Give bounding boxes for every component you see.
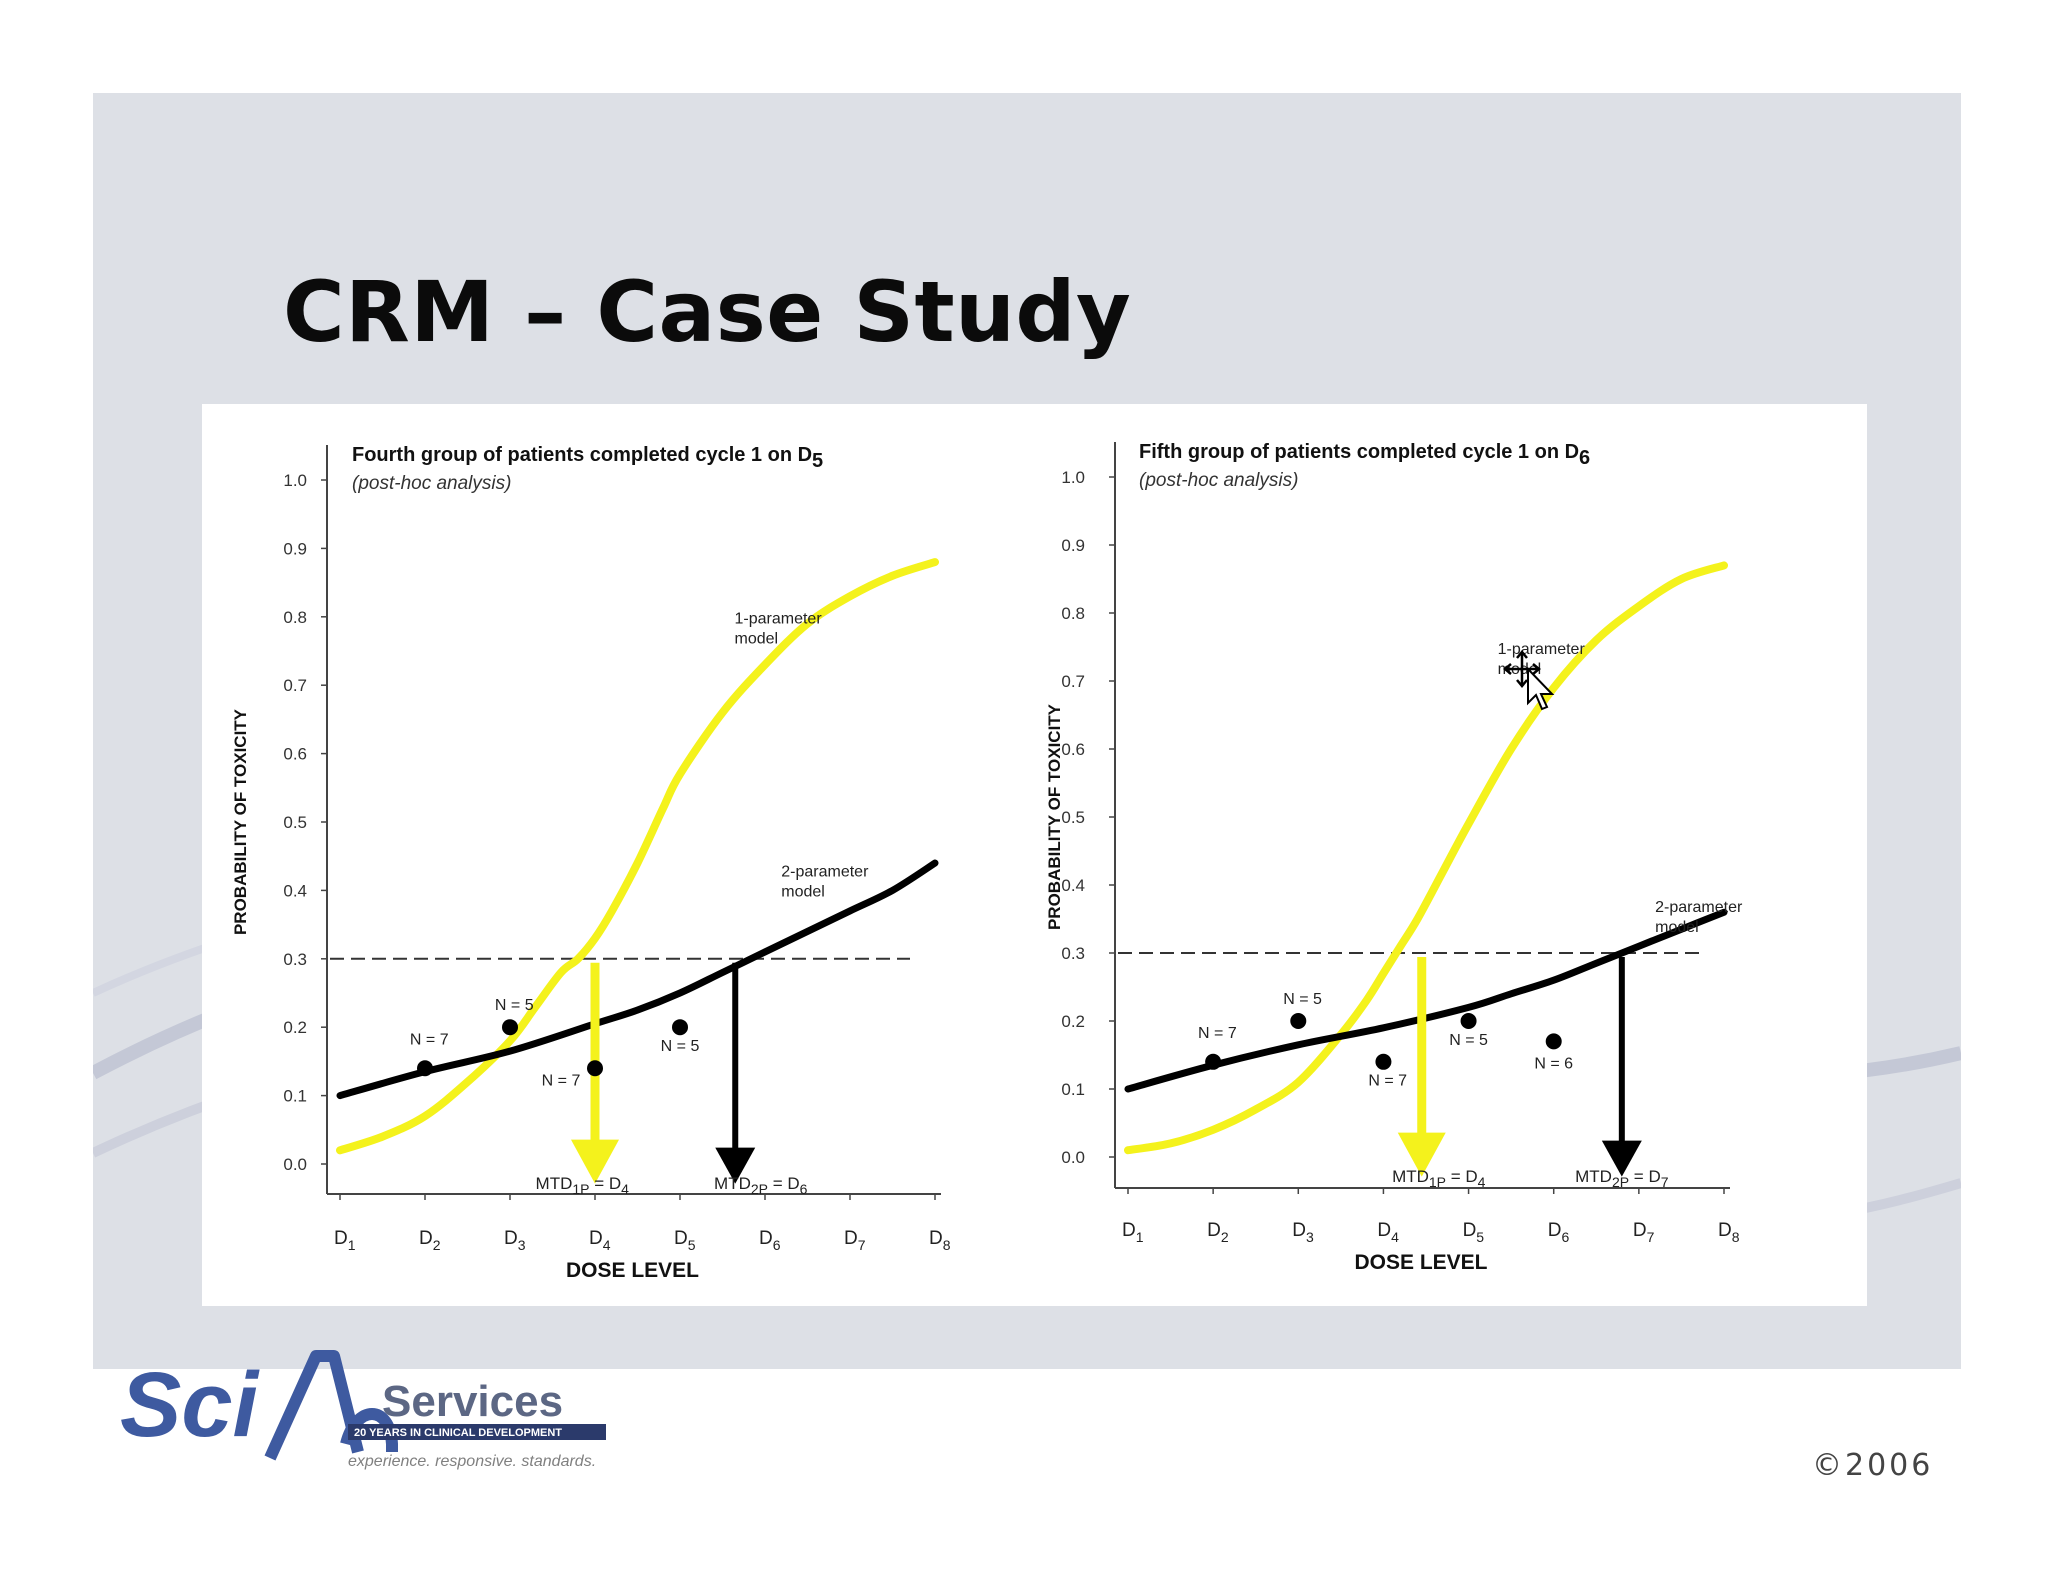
- x-tick-label: D8: [1718, 1220, 1740, 1245]
- series-label: 2-parameter: [1655, 899, 1743, 916]
- data-point-label: N = 5: [1283, 991, 1322, 1008]
- data-point: [502, 1019, 518, 1036]
- y-tick-label: 0.3: [283, 950, 307, 969]
- series-line-2-parameter: [1124, 908, 1728, 1093]
- y-tick-label: 0.5: [1061, 808, 1085, 827]
- charts-panel: 0.0 0.1 0.2 0.3 0.4 0.5 0.6 0.7 0.8 0.9 1.0 D1 D2 D3 D…: [202, 404, 1867, 1306]
- data-point: [587, 1060, 603, 1077]
- x-tick-label: D3: [1292, 1220, 1314, 1245]
- y-tick-label: 0.6: [283, 745, 307, 764]
- move-cursor-icon: [1503, 650, 1555, 711]
- mtd-2p-label: MTD2P = D6: [714, 1174, 808, 1197]
- y-axis-title: PROBABILITY OF TOXICITY: [1045, 703, 1064, 930]
- logo-slogan-text: experience. responsive. standards.: [348, 1453, 596, 1470]
- x-axis-title: DOSE LEVEL: [1354, 1251, 1487, 1274]
- slide-title: CRM – Case Study: [283, 263, 1132, 361]
- data-point: [1375, 1053, 1392, 1070]
- data-point-label: N = 5: [1449, 1032, 1488, 1049]
- y-tick-label: 0.2: [283, 1018, 307, 1037]
- data-point-label: N = 5: [661, 1038, 700, 1055]
- x-axis-title: DOSE LEVEL: [566, 1259, 699, 1282]
- mtd-1p-label: MTD1P = D4: [536, 1174, 630, 1197]
- y-tick-label: 0.6: [1061, 740, 1085, 759]
- chart-subtitle: (post-hoc analysis): [1139, 470, 1298, 491]
- x-tick-label: D8: [929, 1228, 951, 1253]
- data-point: [417, 1060, 433, 1077]
- logo-mark-icon: [264, 1350, 364, 1461]
- series-label: 2-parameter: [781, 864, 869, 881]
- y-tick-label: 0.3: [1061, 944, 1085, 963]
- mtd-1p-arrow-head: [571, 1139, 619, 1184]
- data-point-label: N = 7: [1368, 1073, 1407, 1090]
- x-tick-label: D1: [334, 1228, 356, 1253]
- copyright-notice: ©2006: [1812, 1448, 1934, 1483]
- x-tick-label: D1: [1122, 1220, 1144, 1245]
- data-point: [672, 1019, 688, 1036]
- y-tick-label: 0.5: [283, 813, 307, 832]
- x-tick-label: D3: [504, 1228, 526, 1253]
- y-tick-label: 0.4: [1061, 876, 1085, 895]
- x-tick-label: D7: [844, 1228, 866, 1253]
- logo-services-text: Services: [382, 1377, 563, 1426]
- chart-title: Fifth group of patients completed cycle …: [1139, 441, 1590, 469]
- x-tick-label: D5: [1463, 1220, 1485, 1245]
- series-label: 1-parameter: [735, 611, 823, 628]
- mtd-2p-label: MTD2P = D7: [1575, 1167, 1669, 1190]
- x-tick-label: D2: [1207, 1220, 1229, 1245]
- x-tick-label: D5: [674, 1228, 696, 1253]
- logo-tagline-text: 20 YEARS IN CLINICAL DEVELOPMENT: [354, 1427, 562, 1439]
- x-tick-label: D6: [1548, 1220, 1570, 1245]
- data-point: [1460, 1013, 1477, 1029]
- y-tick-label: 0.4: [283, 881, 307, 900]
- series-line-2-parameter: [336, 859, 939, 1100]
- y-tick-label: 0.7: [283, 676, 307, 695]
- y-tick-label: 0.8: [283, 608, 307, 627]
- mtd-2p-arrow-head: [715, 1147, 756, 1184]
- data-point: [1545, 1033, 1562, 1050]
- y-tick-label: 1.0: [283, 471, 307, 490]
- chart-fourth-group: 0.0 0.1 0.2 0.3 0.4 0.5 0.6 0.7 0.8 0.9 1.0 D1 D2 D3 D…: [231, 444, 951, 1282]
- data-point-label: N = 5: [495, 997, 534, 1014]
- y-tick-label: 0.9: [283, 539, 307, 558]
- chart-fifth-group: 0.0 0.1 0.2 0.3 0.4 0.5 0.6 0.7 0.8 0.9 1.0 D1 D2 D3 D…: [1045, 441, 1743, 1274]
- mtd-1p-arrow-head: [1397, 1132, 1446, 1177]
- company-logo: Sci Services 20 YEARS IN CLINICAL DEVELO…: [120, 1348, 620, 1488]
- y-tick-label: 0.2: [1061, 1012, 1085, 1031]
- series-line-1-parameter: [1124, 561, 1728, 1155]
- x-tick-label: D6: [759, 1228, 781, 1253]
- logo-tagline-bar: [348, 1424, 606, 1440]
- series-line-1-parameter: [336, 558, 939, 1155]
- data-point: [1290, 1013, 1307, 1029]
- mtd-2p-arrow-head: [1601, 1140, 1642, 1177]
- data-point: [1205, 1053, 1222, 1070]
- y-tick-label: 0.0: [1061, 1148, 1085, 1167]
- logo-brand-text: Sci: [120, 1354, 261, 1456]
- y-tick-label: 0.1: [283, 1087, 307, 1106]
- data-point-label: N = 7: [410, 1031, 449, 1048]
- x-tick-label: D4: [589, 1228, 611, 1253]
- data-point-label: N = 7: [542, 1072, 581, 1089]
- y-tick-label: 1.0: [1061, 468, 1085, 487]
- data-point-label: N = 7: [1198, 1025, 1237, 1042]
- y-tick-label: 0.9: [1061, 536, 1085, 555]
- series-label: model: [735, 631, 779, 648]
- series-label: model: [781, 884, 825, 901]
- chart-subtitle: (post-hoc analysis): [352, 473, 511, 494]
- y-tick-label: 0.1: [1061, 1080, 1085, 1099]
- x-tick-label: D7: [1633, 1220, 1655, 1245]
- x-tick-label: D4: [1377, 1220, 1399, 1245]
- y-tick-label: 0.7: [1061, 672, 1085, 691]
- mtd-1p-label: MTD1P = D4: [1392, 1167, 1486, 1190]
- series-label: model: [1655, 919, 1699, 936]
- y-axis-title: PROBABILITY OF TOXICITY: [231, 708, 250, 935]
- y-tick-label: 0.8: [1061, 604, 1085, 623]
- y-tick-label: 0.0: [283, 1155, 307, 1174]
- x-tick-label: D2: [419, 1228, 441, 1253]
- data-point-label: N = 6: [1534, 1056, 1573, 1073]
- chart-title: Fourth group of patients completed cycle…: [352, 444, 823, 472]
- series-label: 1-parameter: [1498, 641, 1586, 658]
